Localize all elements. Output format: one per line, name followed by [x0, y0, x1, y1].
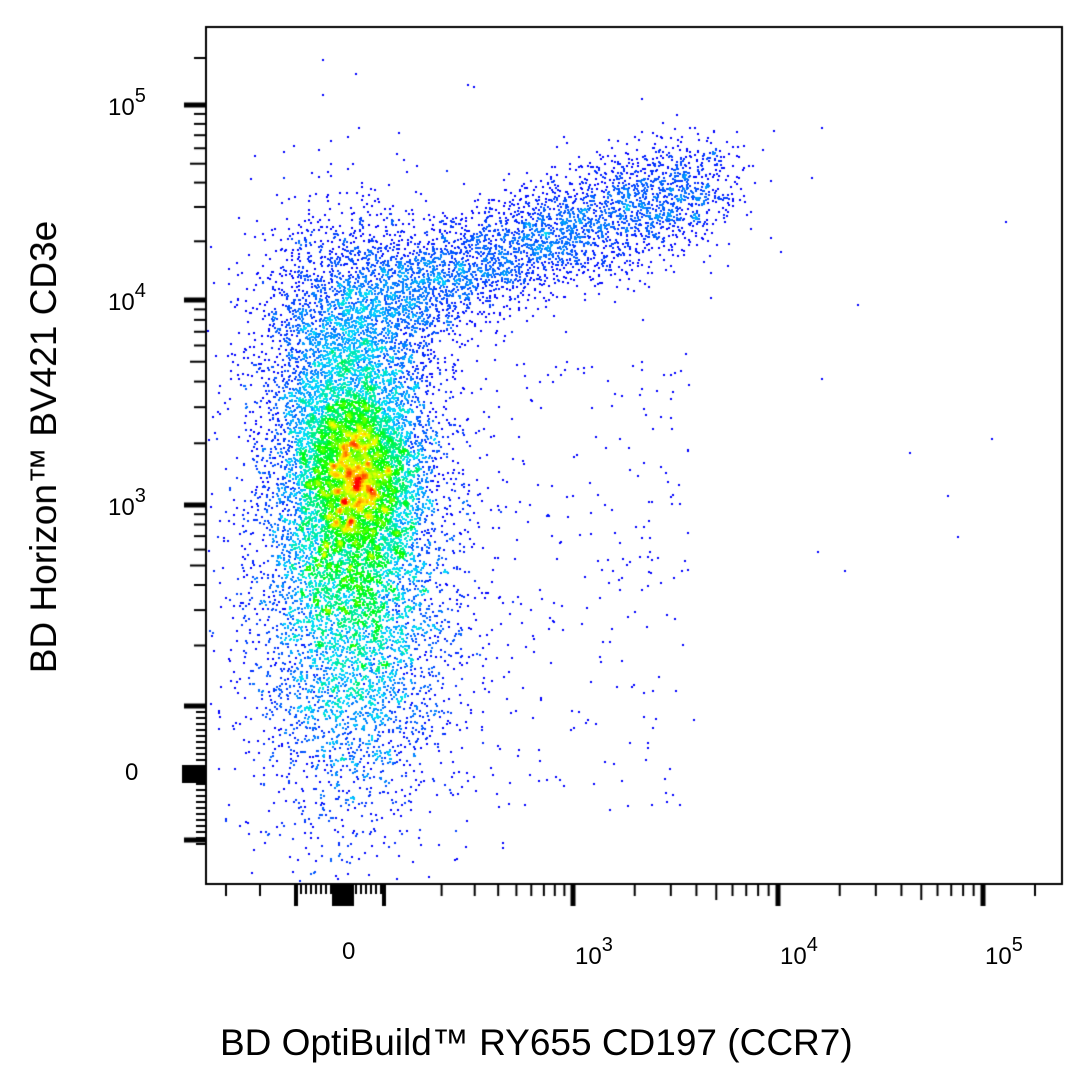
tick-label: 104 — [780, 934, 818, 970]
tick-label: 0 — [125, 759, 139, 786]
tick-label: 104 — [108, 280, 146, 316]
tick-label: 103 — [108, 485, 146, 521]
y-axis-label: BD Horizon™ BV421 CD3e — [23, 220, 64, 674]
tick-label: 0 — [342, 938, 356, 965]
tick-label: 105 — [108, 85, 146, 121]
tick-label: 103 — [575, 934, 613, 970]
tick-label: 105 — [985, 934, 1023, 970]
x-axis-label: BD OptiBuild™ RY655 CD197 (CCR7) — [220, 1022, 853, 1063]
